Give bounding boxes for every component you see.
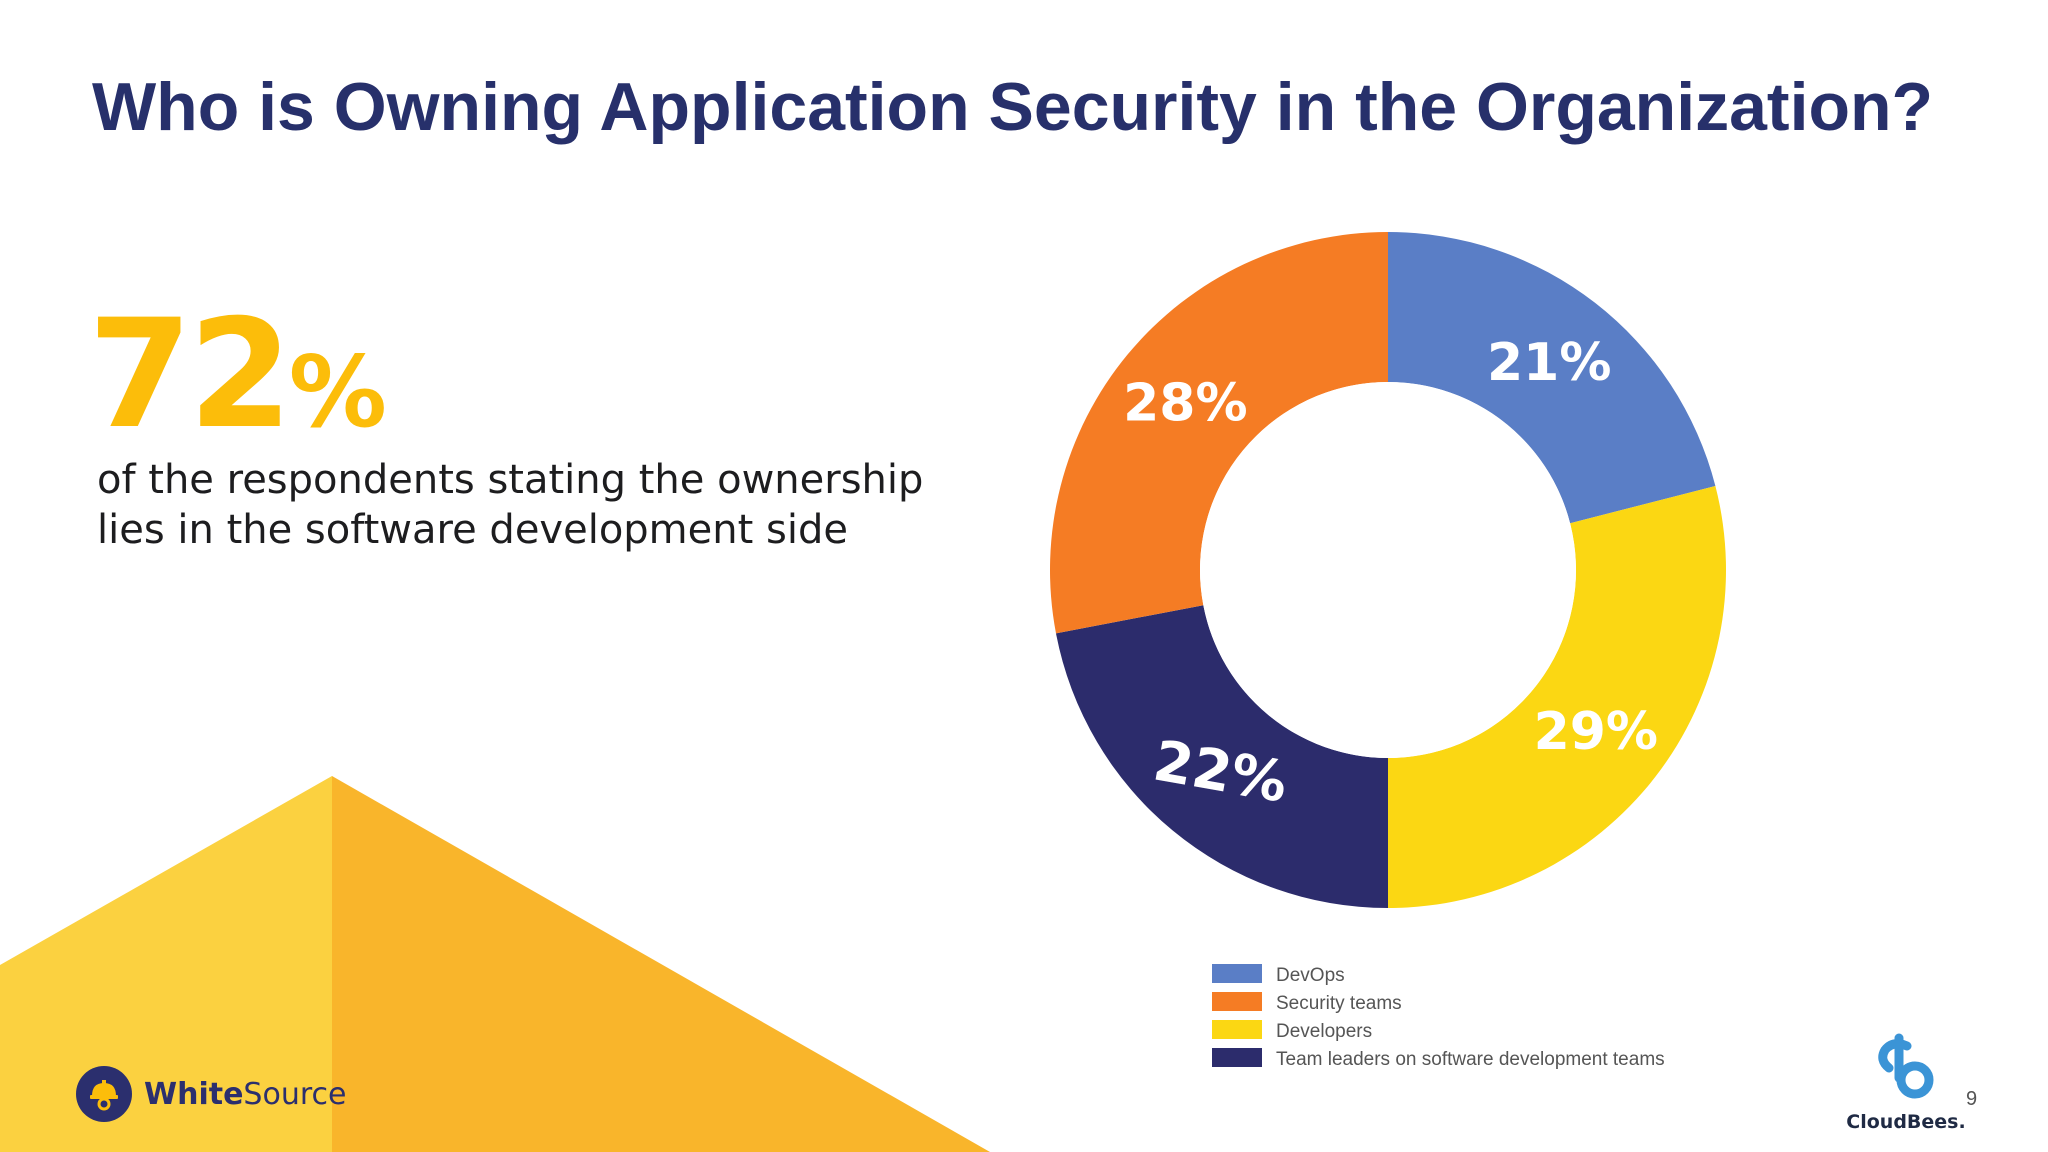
legend-label: DevOps xyxy=(1276,965,1345,986)
page-title: Who is Owning Application Security in th… xyxy=(92,69,1934,145)
donut-slice-labels: 21%29%22%28% xyxy=(1123,333,1658,816)
page-number: 9 xyxy=(1966,1088,1978,1110)
slice-label-security-teams: 28% xyxy=(1123,373,1247,433)
legend-label: Team leaders on software development tea… xyxy=(1276,1049,1665,1070)
triangle-dark xyxy=(332,776,990,1152)
legend-swatch xyxy=(1212,964,1262,983)
whitesource-light: Source xyxy=(243,1076,347,1112)
donut-slice-developers xyxy=(1388,485,1726,908)
slice-label-devops: 21% xyxy=(1487,333,1611,393)
legend-swatch xyxy=(1212,992,1262,1011)
donut-slice-security-teams xyxy=(1050,232,1388,634)
highlight-stat: 72% xyxy=(88,300,387,450)
donut-slice-devops xyxy=(1388,232,1716,524)
whitesource-bold: White xyxy=(144,1076,244,1112)
slice-label-developers: 29% xyxy=(1534,702,1658,762)
whitesource-logo: WhiteSource xyxy=(76,1066,346,1122)
triangle-light xyxy=(0,776,332,1152)
donut-slices xyxy=(1050,232,1726,908)
chart-legend: DevOps Security teams Developers Team leade… xyxy=(1212,964,1665,1070)
cloudbees-wordmark: CloudBees. xyxy=(1846,1111,1966,1133)
cloudbees-icon xyxy=(1878,1033,1934,1099)
donut-slice-team-leaders-on-software-development-teams xyxy=(1055,605,1388,908)
stat-number: 72 xyxy=(88,288,293,462)
legend-label: Security teams xyxy=(1276,993,1402,1014)
whitesource-wordmark: WhiteSource xyxy=(144,1077,346,1112)
donut-hole xyxy=(1200,382,1576,758)
hardhat-gear-icon xyxy=(76,1066,132,1122)
stat-description-line1: of the respondents stating the ownership xyxy=(97,457,924,503)
stat-description: of the respondents stating the ownership… xyxy=(97,455,977,555)
legend-label: Developers xyxy=(1276,1021,1372,1042)
stat-description-line2: lies in the software development side xyxy=(97,507,848,553)
legend-swatch xyxy=(1212,1048,1262,1067)
cloudbees-logo: CloudBees. xyxy=(1836,1032,1976,1133)
legend-swatch xyxy=(1212,1020,1262,1039)
stat-percent-sign: % xyxy=(288,336,387,450)
